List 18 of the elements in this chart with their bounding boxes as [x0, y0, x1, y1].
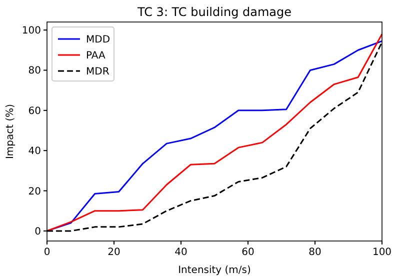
y-tick-label: 80: [28, 66, 41, 77]
y-tick-label: 40: [28, 146, 41, 158]
x-tick-label: 100: [372, 247, 392, 258]
x-axis-title: Intensity (m/s): [178, 265, 252, 276]
y-tick-label: 20: [28, 186, 41, 198]
x-tick-label: 60: [242, 247, 254, 258]
x-tick-label: 20: [108, 247, 120, 258]
x-tick-label: 80: [308, 247, 322, 258]
y-tick-label: 0: [34, 226, 41, 238]
x-tick-label: 40: [174, 247, 188, 258]
legend-label: PAA: [86, 50, 106, 62]
y-axis-title: Impact (%): [5, 104, 16, 160]
chart-title: TC 3: TC building damage: [136, 5, 292, 19]
y-tick-label: 100: [22, 26, 41, 37]
y-tick-label: 60: [28, 106, 41, 117]
legend-label: MDR: [86, 66, 110, 78]
x-tick-label: 0: [44, 247, 50, 258]
legend-label: MDD: [86, 34, 110, 46]
